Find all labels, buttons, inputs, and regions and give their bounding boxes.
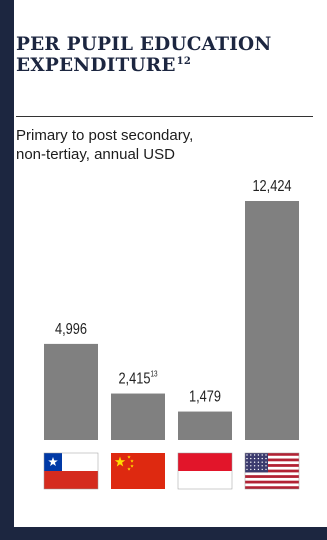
chart-subtitle: Primary to post secondary, non-tertiay, … xyxy=(16,126,306,164)
bar-2 xyxy=(178,411,232,440)
bar-1 xyxy=(111,393,165,440)
value-labels-group: 4,996 2,41513 1,479 12,424 xyxy=(55,178,292,406)
bar-3 xyxy=(245,201,299,440)
title-line-1: PER PUPIL EDUCATION xyxy=(16,34,272,55)
subtitle-line-2: non-tertiay, annual USD xyxy=(16,146,175,163)
china-flag-icon xyxy=(111,453,165,489)
title-divider xyxy=(16,116,313,117)
usa-flag-icon xyxy=(244,452,300,490)
bar-0 xyxy=(44,343,98,440)
title-line-2-text: EXPENDITURE xyxy=(16,55,176,76)
title-line-2: EXPENDITURE12 xyxy=(16,55,306,76)
subtitle-line-1: Primary to post secondary, xyxy=(16,127,194,144)
title-footnote-marker: 12 xyxy=(176,56,191,67)
value-label-3: 12,424 xyxy=(252,178,291,196)
bars-group xyxy=(44,201,299,440)
chile-flag-icon xyxy=(43,452,99,490)
value-label-1: 2,41513 xyxy=(118,369,157,388)
value-label-2: 1,479 xyxy=(189,388,221,406)
value-label-0: 4,996 xyxy=(55,321,87,339)
bottom-rule xyxy=(14,527,327,529)
chart-title: PER PUPIL EDUCATION EXPENDITURE12 xyxy=(16,34,306,76)
value-footnote-1: 13 xyxy=(150,369,157,379)
flags-group xyxy=(43,452,300,490)
indonesia-flag-icon xyxy=(177,452,233,490)
